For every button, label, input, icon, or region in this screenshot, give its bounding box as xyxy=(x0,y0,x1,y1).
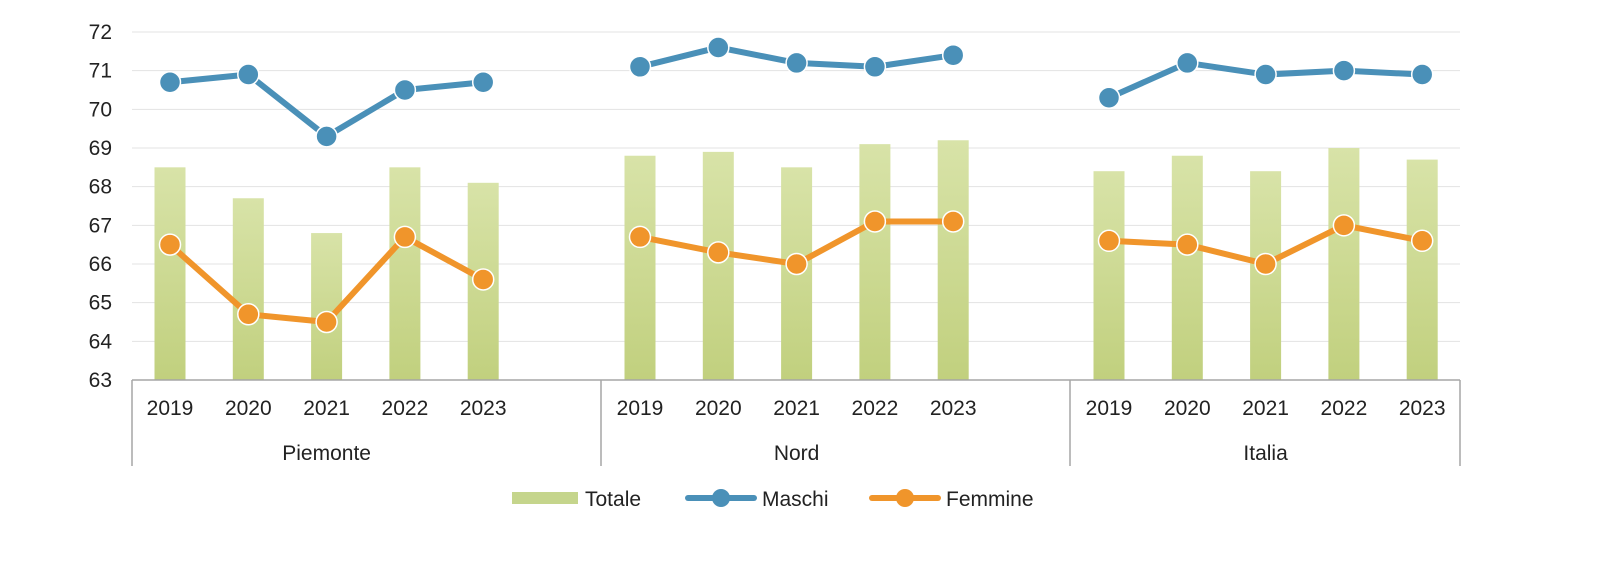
y-tick-label: 66 xyxy=(89,253,112,276)
x-tick-label: 2020 xyxy=(1164,397,1211,420)
point-femmine xyxy=(315,310,338,334)
x-tick-label: 2021 xyxy=(1242,397,1289,420)
point-maschi xyxy=(1254,63,1277,86)
bar-totale xyxy=(232,198,264,380)
x-tick-label: 2022 xyxy=(1321,397,1368,420)
x-tick-label: 2022 xyxy=(852,397,899,420)
legend-marker-maschi xyxy=(712,489,730,507)
point-maschi xyxy=(1332,59,1356,82)
bar-totale xyxy=(1250,171,1282,380)
point-maschi xyxy=(941,43,965,67)
point-femmine xyxy=(1097,229,1121,253)
y-tick-label: 64 xyxy=(89,330,113,353)
x-tick-label: 2021 xyxy=(303,397,350,420)
bar-totale xyxy=(937,140,969,380)
point-maschi xyxy=(471,71,495,94)
point-femmine xyxy=(158,233,182,256)
bar-totale xyxy=(1171,155,1203,380)
bar-totale xyxy=(154,167,186,380)
y-tick-label: 63 xyxy=(89,369,112,392)
bar-totale xyxy=(1328,148,1360,380)
y-tick-label: 69 xyxy=(89,137,112,160)
point-femmine xyxy=(628,225,652,249)
bar-totale xyxy=(389,167,421,380)
point-femmine xyxy=(393,225,417,249)
point-femmine xyxy=(1410,229,1434,253)
x-tick-label: 2023 xyxy=(930,397,977,420)
legend-label-maschi: Maschi xyxy=(762,488,829,511)
x-tick-label: 2023 xyxy=(1399,397,1446,420)
point-maschi xyxy=(628,55,652,79)
x-tick-label: 2019 xyxy=(1086,397,1133,420)
group-label-piemonte: Piemonte xyxy=(282,442,371,465)
point-femmine xyxy=(863,210,887,233)
legend-label-femmine: Femmine xyxy=(946,488,1034,511)
point-femmine xyxy=(1176,233,1199,256)
legend-marker-femmine xyxy=(896,489,914,507)
point-maschi xyxy=(863,55,887,79)
x-tick-label: 2023 xyxy=(460,397,507,420)
point-maschi xyxy=(1097,86,1121,109)
group-label-nord: Nord xyxy=(774,442,820,465)
point-maschi xyxy=(707,36,730,59)
bar-totale xyxy=(702,151,734,380)
y-tick-label: 72 xyxy=(89,21,112,44)
point-femmine xyxy=(1254,252,1277,276)
x-tick-label: 2021 xyxy=(773,397,820,420)
point-femmine xyxy=(785,252,808,276)
x-tick-label: 2020 xyxy=(225,397,272,420)
point-femmine xyxy=(237,303,260,326)
legend-label-totale: Totale xyxy=(585,488,641,511)
bar-totale xyxy=(1406,159,1438,380)
point-maschi xyxy=(315,125,338,148)
point-femmine xyxy=(941,210,965,233)
x-tick-label: 2019 xyxy=(147,397,194,420)
point-femmine xyxy=(1332,214,1356,237)
point-maschi xyxy=(785,51,808,75)
y-tick-label: 70 xyxy=(89,98,112,121)
y-tick-label: 65 xyxy=(89,292,112,315)
point-maschi xyxy=(237,63,260,86)
point-maschi xyxy=(393,78,417,102)
point-maschi xyxy=(1176,51,1199,75)
y-tick-label: 68 xyxy=(89,176,112,199)
x-tick-label: 2020 xyxy=(695,397,742,420)
x-tick-label: 2019 xyxy=(617,397,664,420)
y-axis-tick-labels: 63 64 65 66 67 68 69 70 71 72 xyxy=(89,21,113,392)
point-maschi xyxy=(1410,63,1434,86)
category-axis: 2019 2020 2021 2022 2023 Piemonte 2019 2020 2021… xyxy=(131,379,1461,466)
totale-bars xyxy=(154,140,1438,380)
y-tick-label: 67 xyxy=(89,214,112,237)
legend: Totale Maschi Femmine xyxy=(512,488,1034,511)
point-femmine xyxy=(707,241,730,264)
series-lines xyxy=(158,36,1434,334)
y-tick-label: 71 xyxy=(89,60,112,83)
bar-totale xyxy=(1093,171,1125,380)
group-label-italia: Italia xyxy=(1243,442,1288,465)
x-tick-label: 2022 xyxy=(382,397,429,420)
point-maschi xyxy=(158,71,182,94)
legend-swatch-totale xyxy=(512,492,578,504)
point-femmine xyxy=(471,268,495,291)
bar-totale xyxy=(859,144,891,380)
bar-totale xyxy=(624,155,656,380)
